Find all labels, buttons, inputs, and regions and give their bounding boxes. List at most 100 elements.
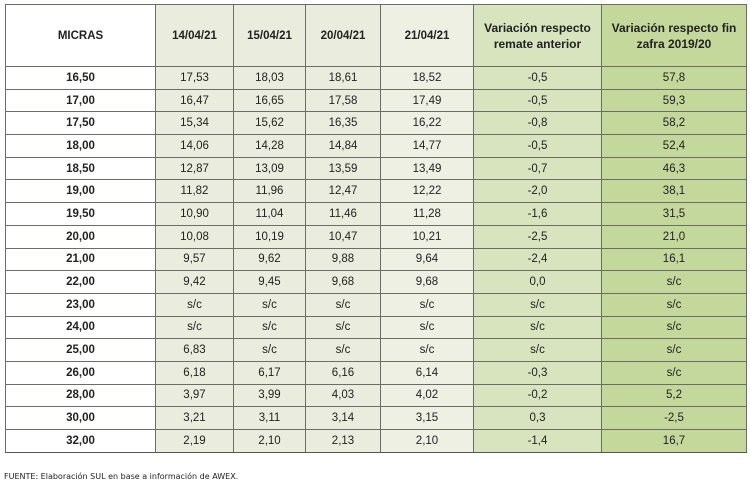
var-previous-cell: s/c xyxy=(473,338,602,362)
price-cell-date-2: 15,62 xyxy=(233,111,306,136)
price-cell-date-2: 16,65 xyxy=(233,88,306,113)
micron-cell: 19,00 xyxy=(5,179,156,204)
micron-cell: 26,00 xyxy=(5,360,156,385)
header-var-season-end: Variación respecto fin zafra 2019/20 xyxy=(601,4,747,67)
var-previous-cell: 0,3 xyxy=(473,406,602,430)
var-season-cell: s/c xyxy=(601,338,747,362)
price-cell-date-4: 10,21 xyxy=(380,224,474,249)
var-season-cell: 16,1 xyxy=(601,247,747,272)
var-previous-cell: -2,4 xyxy=(473,247,602,272)
price-cell-date-4: 14,77 xyxy=(380,134,474,158)
header-date-1: 14/04/21 xyxy=(155,4,234,67)
micron-cell: 21,00 xyxy=(5,247,156,272)
price-cell-date-2: 9,45 xyxy=(233,270,306,294)
price-cell-date-1: 3,21 xyxy=(155,406,234,430)
price-cell-date-1: s/c xyxy=(155,292,234,317)
price-cell-date-3: 12,47 xyxy=(305,179,381,204)
price-cell-date-2: 10,19 xyxy=(233,224,306,249)
var-previous-cell: -1,6 xyxy=(473,202,602,226)
price-cell-date-3: 11,46 xyxy=(305,202,381,226)
micron-cell: 20,00 xyxy=(5,224,156,249)
price-cell-date-4: 6,14 xyxy=(380,360,474,385)
price-cell-date-3: 14,84 xyxy=(305,134,381,158)
price-cell-date-4: 2,10 xyxy=(380,429,474,453)
var-season-cell: 31,5 xyxy=(601,202,747,226)
table-row: 22,00 9,42 9,45 9,68 9,68 0,0 s/c xyxy=(5,270,747,294)
var-previous-cell: -0,5 xyxy=(473,88,602,113)
price-cell-date-4: 9,64 xyxy=(380,247,474,272)
var-season-cell: 57,8 xyxy=(601,66,747,90)
micron-cell: 18,50 xyxy=(5,156,156,181)
header-date-4: 21/04/21 xyxy=(380,4,474,67)
price-cell-date-4: 3,15 xyxy=(380,406,474,430)
table-row: 17,50 15,34 15,62 16,35 16,22 -0,8 58,2 xyxy=(5,111,747,136)
var-previous-cell: -0,2 xyxy=(473,383,602,408)
header-date-2: 15/04/21 xyxy=(233,4,306,67)
var-season-cell: s/c xyxy=(601,270,747,294)
micron-cell: 16,50 xyxy=(5,66,156,90)
price-cell-date-4: 17,49 xyxy=(380,88,474,113)
var-previous-cell: -2,5 xyxy=(473,224,602,249)
price-cell-date-4: 12,22 xyxy=(380,179,474,204)
price-cell-date-2: 3,99 xyxy=(233,383,306,408)
micron-cell: 24,00 xyxy=(5,315,156,340)
table-row: 26,00 6,18 6,17 6,16 6,14 -0,3 s/c xyxy=(5,360,747,385)
micron-cell: 18,00 xyxy=(5,134,156,158)
var-previous-cell: s/c xyxy=(473,292,602,317)
price-cell-date-2: 2,10 xyxy=(233,429,306,453)
price-cell-date-2: 18,03 xyxy=(233,66,306,90)
table-row: 28,00 3,97 3,99 4,03 4,02 -0,2 5,2 xyxy=(5,383,747,408)
price-cell-date-1: 2,19 xyxy=(155,429,234,453)
var-season-cell: 16,7 xyxy=(601,429,747,453)
price-cell-date-3: 10,47 xyxy=(305,224,381,249)
price-cell-date-1: 9,57 xyxy=(155,247,234,272)
var-season-cell: 38,1 xyxy=(601,179,747,204)
var-season-cell: -2,5 xyxy=(601,406,747,430)
micron-cell: 22,00 xyxy=(5,270,156,294)
source-note: FUENTE: Elaboración SUL en base a inform… xyxy=(4,472,239,481)
var-season-cell: s/c xyxy=(601,292,747,317)
table-row: 19,00 11,82 11,96 12,47 12,22 -2,0 38,1 xyxy=(5,179,747,204)
var-season-cell: 59,3 xyxy=(601,88,747,113)
price-cell-date-2: 11,04 xyxy=(233,202,306,226)
micron-cell: 32,00 xyxy=(5,429,156,453)
price-cell-date-3: 3,14 xyxy=(305,406,381,430)
price-cell-date-4: s/c xyxy=(380,315,474,340)
table-row: 18,00 14,06 14,28 14,84 14,77 -0,5 52,4 xyxy=(5,134,747,158)
price-cell-date-1: 9,42 xyxy=(155,270,234,294)
table-row: 20,00 10,08 10,19 10,47 10,21 -2,5 21,0 xyxy=(5,224,747,249)
var-previous-cell: -2,0 xyxy=(473,179,602,204)
price-cell-date-3: 6,16 xyxy=(305,360,381,385)
price-cell-date-3: 9,88 xyxy=(305,247,381,272)
micron-cell: 19,50 xyxy=(5,202,156,226)
table-row: 17,00 16,47 16,65 17,58 17,49 -0,5 59,3 xyxy=(5,88,747,113)
price-cell-date-1: 17,53 xyxy=(155,66,234,90)
price-cell-date-3: 17,58 xyxy=(305,88,381,113)
price-cell-date-3: 4,03 xyxy=(305,383,381,408)
price-cell-date-4: s/c xyxy=(380,338,474,362)
price-cell-date-2: 14,28 xyxy=(233,134,306,158)
price-cell-date-2: 13,09 xyxy=(233,156,306,181)
wool-price-table: MICRAS 14/04/21 15/04/21 20/04/21 21/04/… xyxy=(5,4,747,453)
table-row: 16,50 17,53 18,03 18,61 18,52 -0,5 57,8 xyxy=(5,66,747,90)
price-cell-date-3: s/c xyxy=(305,315,381,340)
table-row: 25,00 6,83 s/c s/c s/c s/c s/c xyxy=(5,338,747,362)
price-cell-date-1: 14,06 xyxy=(155,134,234,158)
price-cell-date-1: s/c xyxy=(155,315,234,340)
price-cell-date-4: 18,52 xyxy=(380,66,474,90)
price-cell-date-1: 6,18 xyxy=(155,360,234,385)
header-var-previous-auction: Variación respecto remate anterior xyxy=(473,4,602,67)
var-season-cell: 58,2 xyxy=(601,111,747,136)
table-row: 23,00 s/c s/c s/c s/c s/c s/c xyxy=(5,292,747,317)
var-season-cell: 46,3 xyxy=(601,156,747,181)
var-previous-cell: -0,3 xyxy=(473,360,602,385)
var-season-cell: 5,2 xyxy=(601,383,747,408)
table-row: 24,00 s/c s/c s/c s/c s/c s/c xyxy=(5,315,747,340)
micron-cell: 28,00 xyxy=(5,383,156,408)
micron-cell: 17,00 xyxy=(5,88,156,113)
price-cell-date-1: 11,82 xyxy=(155,179,234,204)
header-micras: MICRAS xyxy=(5,4,156,67)
price-cell-date-2: s/c xyxy=(233,338,306,362)
price-cell-date-2: s/c xyxy=(233,315,306,340)
var-previous-cell: -0,7 xyxy=(473,156,602,181)
